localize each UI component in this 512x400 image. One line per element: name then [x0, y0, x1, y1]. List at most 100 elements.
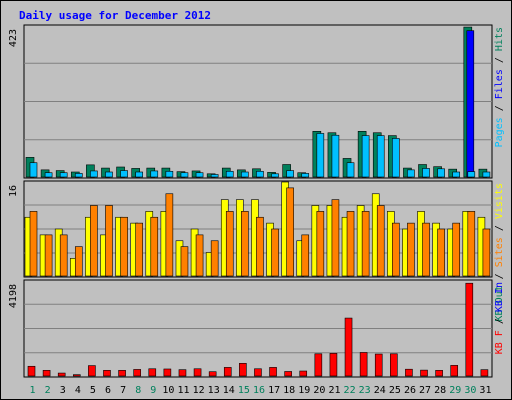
sites-bar — [331, 199, 340, 277]
kbf-bar — [27, 365, 36, 377]
ymax-label-kb: 4198 — [8, 284, 19, 308]
sites-bar — [361, 211, 370, 277]
x-label: 25 — [389, 385, 401, 396]
kbf-bar — [178, 369, 187, 377]
legend-separator: / — [494, 219, 505, 237]
kbf-bar — [163, 368, 172, 377]
pages-bar — [376, 135, 385, 178]
pages-bar — [59, 172, 68, 178]
kbf-bar — [42, 370, 51, 377]
sites-bar — [271, 228, 279, 277]
kbf-bar — [465, 282, 474, 377]
x-label: 9 — [150, 385, 156, 396]
pages-bar — [225, 170, 234, 178]
x-label: 12 — [193, 385, 205, 396]
kbf-bar — [254, 368, 262, 377]
legend-item-pages: Pages — [494, 117, 505, 147]
kbf-bar — [405, 368, 413, 377]
pages-bar — [165, 170, 174, 178]
x-label: 2 — [45, 385, 51, 396]
kbf-bar — [299, 370, 308, 377]
legend-separator: / — [494, 267, 505, 285]
sites-bar — [376, 205, 385, 277]
legend-separator: / — [494, 312, 505, 330]
kbf-bar — [480, 369, 489, 377]
x-label: 22 — [344, 385, 356, 396]
legend-item-kb-out: KB Out — [494, 285, 505, 321]
legend-separator: / — [494, 99, 505, 117]
pages-bar — [150, 170, 159, 178]
legend-separator: / — [494, 51, 505, 69]
legend-item-kb-in: KB In — [494, 282, 505, 312]
pages-bar — [105, 171, 113, 178]
x-label: 29 — [449, 385, 461, 396]
x-label: 4 — [75, 385, 81, 396]
kbf-bar — [374, 353, 383, 377]
legend-hits: Pages / Files / Hits — [494, 27, 505, 147]
x-label: 13 — [208, 385, 220, 396]
pages-bar — [135, 171, 143, 178]
x-label: 24 — [374, 385, 386, 396]
legend-item-sites: Sites — [494, 237, 505, 267]
sites-bar — [452, 222, 461, 277]
files-bar — [466, 30, 475, 178]
kbf-bar — [420, 369, 428, 377]
sites-bar — [301, 234, 310, 277]
x-label: 27 — [419, 385, 431, 396]
sites-bar — [422, 222, 430, 277]
sites-bar — [437, 228, 445, 277]
sites-bar — [346, 211, 355, 277]
pages-bar — [195, 172, 204, 178]
kbf-bar — [435, 370, 443, 377]
legend-item-kb-f: KB F — [494, 330, 505, 354]
sites-bar — [135, 222, 143, 277]
kbf-bar — [118, 370, 126, 377]
x-label: 23 — [359, 385, 371, 396]
pages-bar — [90, 170, 98, 178]
sites-bar — [59, 234, 68, 277]
x-label: 6 — [105, 385, 111, 396]
x-label: 3 — [60, 385, 66, 396]
pages-bar — [467, 171, 476, 178]
sites-bar — [74, 246, 83, 277]
sites-bar — [392, 222, 400, 277]
sites-bar — [195, 234, 204, 277]
pages-bar — [392, 138, 400, 178]
pages-bar — [361, 135, 370, 178]
kbf-bar — [57, 372, 66, 377]
x-label: 8 — [135, 385, 141, 396]
sites-bar — [482, 228, 491, 277]
sites-bar — [44, 234, 53, 277]
sites-bar — [316, 211, 325, 277]
kbf-bar — [72, 374, 81, 377]
x-label: 31 — [479, 385, 491, 396]
pages-bar — [422, 168, 430, 178]
pages-bar — [346, 162, 355, 178]
sites-bar — [29, 211, 38, 277]
pages-bar — [241, 171, 249, 178]
ymax-label-hits: 423 — [8, 29, 19, 47]
kbf-bar — [103, 370, 111, 377]
pages-bar — [286, 170, 294, 178]
pages-bar — [407, 169, 415, 178]
sites-bar — [407, 222, 415, 277]
x-label: 20 — [313, 385, 325, 396]
sites-bar — [210, 240, 219, 277]
pages-bar — [316, 133, 325, 178]
x-label: 15 — [238, 385, 250, 396]
kbf-bar — [359, 352, 368, 377]
kbf-bar — [239, 363, 247, 377]
chart-title: Daily usage for December 2012 — [19, 9, 212, 22]
pages-bar — [301, 173, 310, 178]
pages-bar — [44, 172, 53, 178]
x-label: 17 — [268, 385, 280, 396]
x-label: 28 — [434, 385, 446, 396]
legend-item-files: Files — [494, 69, 505, 99]
pages-bar — [331, 134, 340, 178]
legend-item-hits: Hits — [494, 27, 505, 51]
x-label: 10 — [162, 385, 174, 396]
pages-bar — [271, 173, 279, 178]
kbf-bar — [344, 317, 353, 377]
x-label: 7 — [120, 385, 126, 396]
